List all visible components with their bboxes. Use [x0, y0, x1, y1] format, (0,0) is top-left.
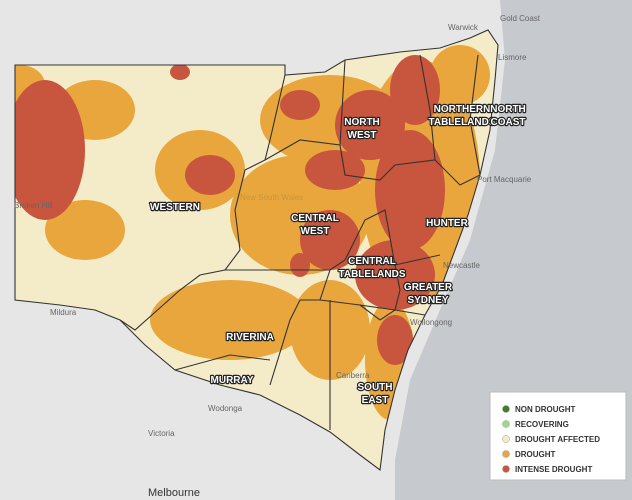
region-label: NORTH [344, 117, 380, 128]
place-label: Warwick [448, 23, 479, 32]
region-label: NORTHERN [434, 104, 491, 115]
sea [395, 0, 632, 500]
region-label: MURRAY [211, 375, 254, 386]
region-label: HUNTER [426, 218, 468, 229]
region-label: RIVERINA [226, 332, 274, 343]
legend-swatch [502, 450, 510, 458]
place-label: Port Macquarie [477, 175, 532, 184]
legend-swatch [502, 435, 510, 443]
place-label: Wodonga [208, 404, 243, 413]
place-label: Broken Hill [14, 201, 53, 210]
region-label: WEST [348, 130, 377, 141]
place-label: New South Wales [240, 193, 303, 202]
region-label: EAST [362, 395, 389, 406]
legend-label: DROUGHT [515, 450, 556, 459]
place-label: Victoria [148, 429, 175, 438]
legend: NON DROUGHT RECOVERING DROUGHT AFFECTED DRO… [489, 391, 627, 481]
region-label: WESTERN [150, 202, 200, 213]
region-label: NORTH [490, 104, 526, 115]
region-label: COAST [491, 117, 526, 128]
legend-swatch [502, 420, 510, 428]
legend-items: NON DROUGHT RECOVERING DROUGHT AFFECTED DRO… [502, 405, 600, 474]
legend-label: DROUGHT AFFECTED [515, 435, 600, 444]
legend-box [489, 391, 627, 481]
legend-label: NON DROUGHT [515, 405, 576, 414]
legend-label: INTENSE DROUGHT [515, 465, 592, 474]
place-label: Melbourne [148, 487, 200, 499]
place-label: Newcastle [443, 261, 480, 270]
place-label: Lismore [498, 53, 527, 62]
region-label: SYDNEY [407, 295, 448, 306]
labels: NORTH WEST NORTHERN TABLELANDS NORTH COAST WES… [14, 14, 541, 499]
intense-drought-zone [15, 55, 445, 365]
region-label: TABLELANDS [428, 117, 495, 128]
region-borders [14, 29, 499, 472]
place-label: Mildura [50, 308, 77, 317]
region-label: GREATER [404, 282, 453, 293]
legend-swatch [502, 465, 510, 473]
place-label: Wollongong [410, 318, 452, 327]
region-label: WEST [301, 226, 330, 237]
region-label: SOUTH [358, 382, 393, 393]
place-label: Gold Coast [500, 14, 541, 23]
region-label: CENTRAL [348, 256, 396, 267]
legend-label: RECOVERING [515, 420, 569, 429]
place-label: Canberra [336, 371, 370, 380]
region-label: CENTRAL [291, 213, 339, 224]
region-label: TABLELANDS [338, 269, 405, 280]
legend-swatch [502, 405, 510, 413]
